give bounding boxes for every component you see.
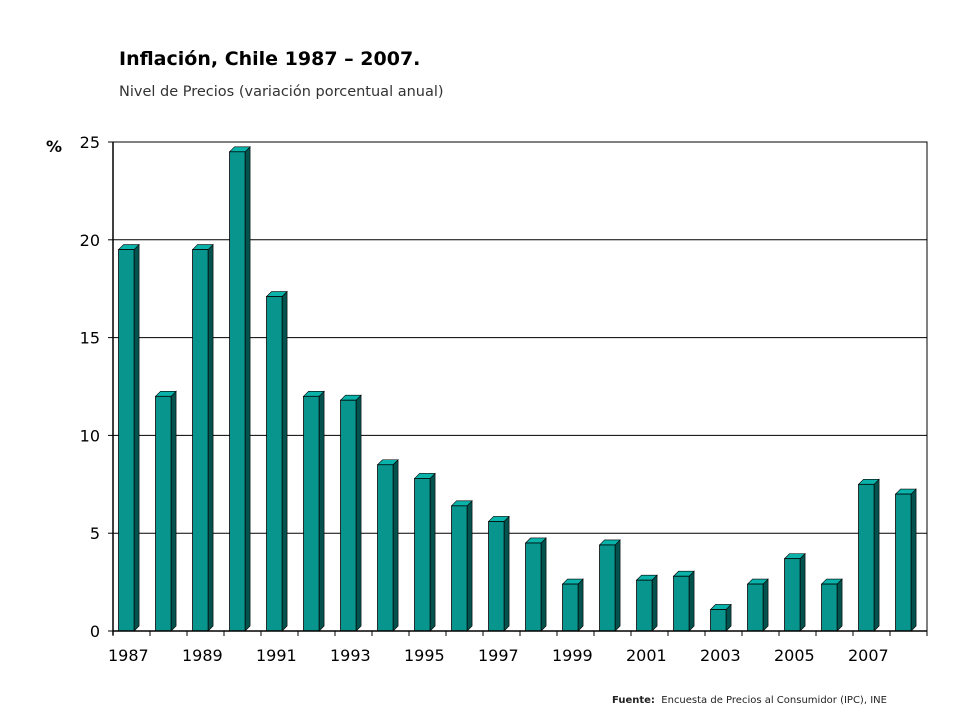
bar-front [451, 505, 468, 632]
x-tick-label: 2003 [700, 646, 741, 665]
y-tick-label: 5 [90, 524, 100, 543]
bar [228, 146, 251, 632]
bar-front [488, 521, 505, 632]
bar-side [614, 539, 621, 632]
bar [413, 472, 436, 632]
bar [561, 578, 584, 632]
bar [154, 390, 177, 632]
bar [524, 537, 547, 632]
bar-side [392, 459, 399, 632]
bar-front [340, 399, 357, 632]
bar [191, 243, 214, 632]
bar-front [525, 542, 542, 632]
bar-side [836, 578, 843, 632]
bar [302, 390, 325, 632]
bar-front [266, 296, 283, 632]
x-tick-label: 1987 [108, 646, 149, 665]
x-tick-label: 1989 [182, 646, 223, 665]
bar-front [599, 544, 616, 632]
x-tick-label: 1999 [552, 646, 593, 665]
bar-side [762, 578, 769, 632]
bar-front [192, 249, 209, 632]
bar-front [784, 558, 801, 632]
bar [746, 578, 769, 632]
x-tick-label: 1995 [404, 646, 445, 665]
bar [265, 290, 288, 632]
y-tick-label: 15 [80, 329, 100, 348]
bar-side [244, 146, 251, 632]
bars [117, 146, 917, 632]
bar-side [466, 500, 473, 632]
bar-side [540, 537, 547, 632]
y-tick-label: 10 [80, 426, 100, 445]
source-text: Encuesta de Precios al Consumidor (IPC),… [661, 695, 887, 706]
bar-side [207, 243, 214, 632]
bar [820, 578, 843, 632]
y-axis-label: % [46, 137, 62, 156]
bar-side [133, 243, 140, 632]
x-tick-label: 2005 [774, 646, 815, 665]
bar-front [636, 579, 653, 632]
bar-side [688, 570, 695, 632]
source-note: Fuente: Encuesta de Precios al Consumido… [612, 695, 887, 706]
bar [598, 539, 621, 632]
bar-side [281, 290, 288, 632]
bar-front [118, 249, 135, 632]
axes: 0 5 10 15 20 25 1987 1989 1991 1993 1995 1997 1999 20… [80, 133, 928, 665]
bar [672, 570, 695, 632]
x-tick-label: 1993 [330, 646, 371, 665]
x-tick-label: 1997 [478, 646, 519, 665]
bar-side [910, 488, 917, 632]
bar-side [577, 578, 584, 632]
bar [635, 574, 658, 632]
bar [709, 603, 732, 632]
bar-side [318, 390, 325, 632]
bar-front [155, 395, 172, 632]
bar-front [562, 583, 579, 632]
bar-side [355, 394, 362, 632]
bar-side [651, 574, 658, 632]
bar [117, 243, 140, 632]
bar-front [895, 493, 912, 632]
y-tick-label: 20 [80, 231, 100, 250]
bar-front [858, 483, 875, 632]
bar-side [799, 552, 806, 632]
bar-front [414, 478, 431, 632]
bar-front [229, 151, 246, 632]
y-tick-label: 0 [90, 622, 100, 641]
source-label: Fuente: [612, 695, 655, 706]
bar-front [673, 575, 690, 632]
bar [339, 394, 362, 632]
bar [783, 552, 806, 632]
bar-front [710, 609, 727, 632]
chart-subtitle: Nivel de Precios (variación porcentual a… [119, 84, 444, 100]
x-tick-label: 1991 [256, 646, 297, 665]
y-tick-label: 25 [80, 133, 100, 152]
bar-side [170, 390, 177, 632]
bar-side [873, 478, 880, 632]
x-tick-label: 2007 [848, 646, 889, 665]
bar-front [377, 464, 394, 632]
bar [894, 488, 917, 632]
bar-side [503, 515, 510, 632]
bar-front [821, 583, 838, 632]
bar-side [429, 472, 436, 632]
x-tick-label: 2001 [626, 646, 667, 665]
bar-front [747, 583, 764, 632]
bar-front [303, 395, 320, 632]
bar [487, 515, 510, 632]
chart-title: Inflación, Chile 1987 – 2007. [119, 48, 421, 70]
bar [450, 500, 473, 632]
bar [376, 459, 399, 632]
bar [857, 478, 880, 632]
